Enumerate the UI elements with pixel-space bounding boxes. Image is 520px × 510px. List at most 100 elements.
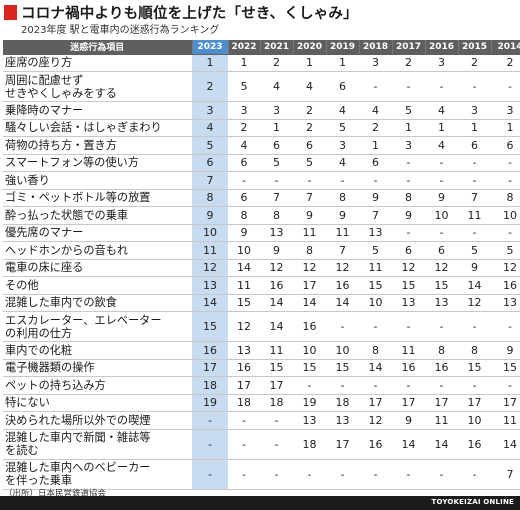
rank-cell: 14: [326, 294, 359, 312]
rank-cell: 9: [359, 189, 392, 207]
rank-cell: 14: [293, 294, 326, 312]
rank-cell: 13: [260, 224, 293, 242]
rank-cell: 13: [228, 341, 260, 360]
row-label: 荷物の持ち方・置き方: [3, 136, 192, 155]
rank-cell: 10: [425, 206, 458, 225]
title-row: コロナ禍中よりも順位を上げた「せき、くしゃみ」: [4, 2, 358, 22]
rank-cell: -: [260, 411, 293, 430]
table-row: 乗降時のマナー 3 3 3 2 4 4 5 4 3 3: [3, 101, 520, 120]
rank-cell: 6: [491, 136, 520, 155]
rank-cell: 6: [293, 136, 326, 155]
rank-cell: 17: [458, 394, 491, 412]
row-label: 特にない: [3, 394, 192, 412]
rank-cell: 18: [326, 394, 359, 412]
brand-logo-text: TOYOKEIZAI ONLINE: [431, 498, 514, 506]
rank-cell: 5: [228, 71, 260, 102]
rank-cell: -: [458, 376, 491, 395]
rank-cell: 2: [293, 101, 326, 120]
rank-cell: 6: [228, 154, 260, 172]
rank-cell: -: [425, 71, 458, 102]
column-header-year: 2023: [192, 40, 229, 55]
rank-cell: 1: [491, 119, 520, 137]
rank-cell: 8: [192, 189, 228, 207]
rank-cell: 14: [228, 259, 260, 277]
rank-cell: -: [192, 429, 228, 460]
rank-cell: 2: [228, 119, 260, 137]
rank-cell: 9: [228, 224, 260, 242]
rank-cell: -: [326, 376, 359, 395]
rank-cell: 1: [425, 119, 458, 137]
column-header-year: 2017: [392, 40, 426, 55]
rank-cell: 10: [228, 241, 260, 260]
table-row: 混雑した車内で新聞・雑誌等 を読む - - -18 17 16 14 14 16 14: [3, 429, 520, 460]
rank-cell: 6: [192, 154, 228, 172]
rank-cell: 14: [260, 294, 293, 312]
rank-cell: 11: [228, 276, 260, 295]
rank-cell: 15: [491, 359, 520, 377]
rank-cell: 12: [260, 259, 293, 277]
rank-cell: 8: [293, 241, 326, 260]
rank-cell: 17: [392, 394, 425, 412]
rank-cell: -: [458, 154, 491, 172]
table-header-row: 迷惑行為項目 2023 2022 2021 2020 2019 2018 2017 2016 20…: [3, 40, 520, 55]
rank-cell: 4: [293, 71, 326, 102]
footer-bar: [0, 496, 520, 510]
rank-cell: 3: [192, 101, 228, 120]
rank-cell: 4: [425, 136, 458, 155]
rank-cell: 14: [425, 429, 458, 460]
row-label: ヘッドホンからの音もれ: [3, 241, 192, 260]
table-row: 騒々しい会話・はしゃぎまわり 4 2 1 2 5 2 1 1 1 1: [3, 119, 520, 137]
row-label: ペットの持ち込み方: [3, 376, 192, 395]
rank-cell: 13: [192, 276, 228, 295]
rank-cell: 6: [425, 241, 458, 260]
rank-cell: -: [326, 459, 359, 490]
rank-cell: 8: [260, 206, 293, 225]
rank-cell: 16: [326, 276, 359, 295]
rank-cell: 1: [359, 136, 392, 155]
rank-cell: 16: [260, 276, 293, 295]
rank-cell: -: [491, 311, 520, 342]
rank-cell: 14: [392, 429, 425, 460]
rank-cell: -: [359, 459, 392, 490]
row-label: 決められた場所以外での喫煙: [3, 411, 192, 430]
rank-cell: -: [425, 376, 458, 395]
rank-cell: 19: [192, 394, 228, 412]
rank-cell: 12: [458, 294, 491, 312]
rank-cell: -: [228, 429, 260, 460]
rank-cell: 3: [392, 136, 425, 155]
row-label: 酔っ払った状態での乗車: [3, 206, 192, 225]
source-note: （出所）日本民営鉄道協会: [4, 489, 107, 499]
rank-cell: -: [491, 376, 520, 395]
rank-cell: -: [425, 459, 458, 490]
rank-cell: 10: [359, 294, 392, 312]
row-label: その他: [3, 276, 192, 295]
rank-cell: 3: [425, 54, 458, 72]
rank-cell: 1: [458, 119, 491, 137]
rank-cell: -: [392, 311, 425, 342]
rank-cell: 3: [228, 101, 260, 120]
rank-cell: 11: [260, 341, 293, 360]
rank-cell: 7: [260, 189, 293, 207]
rank-cell: 16: [359, 429, 392, 460]
table-row: 優先席のマナー 10 9 13 11 11 13- - - -: [3, 224, 520, 242]
rank-cell: 4: [359, 101, 392, 120]
row-label: ゴミ・ペットボトル等の放置: [3, 189, 192, 207]
rank-cell: -: [260, 459, 293, 490]
rank-cell: 11: [425, 411, 458, 430]
table-body: 座席の座り方 1 1 2 1 1 3 2 3 2 2 周囲に配慮せず せきやくしゃみをする 2 5 4 4 6- -…: [3, 54, 520, 490]
table-row: 混雑した車内へのベビーカー を伴った乗車 - - - - - - - - -7: [3, 459, 520, 490]
rank-cell: 9: [458, 259, 491, 277]
table-row: 特にない 19 18 18 19 18 17 17 17 17 17: [3, 394, 520, 412]
rank-cell: 5: [260, 154, 293, 172]
rank-cell: 13: [326, 411, 359, 430]
rank-cell: 14: [458, 276, 491, 295]
rank-cell: 7: [359, 206, 392, 225]
rank-cell: -: [228, 411, 260, 430]
rank-cell: 11: [491, 411, 520, 430]
rank-cell: -: [491, 171, 520, 190]
rank-cell: -: [359, 171, 392, 190]
rank-cell: 6: [260, 136, 293, 155]
rank-cell: -: [260, 429, 293, 460]
rank-cell: 9: [392, 411, 425, 430]
rank-cell: 4: [326, 154, 359, 172]
